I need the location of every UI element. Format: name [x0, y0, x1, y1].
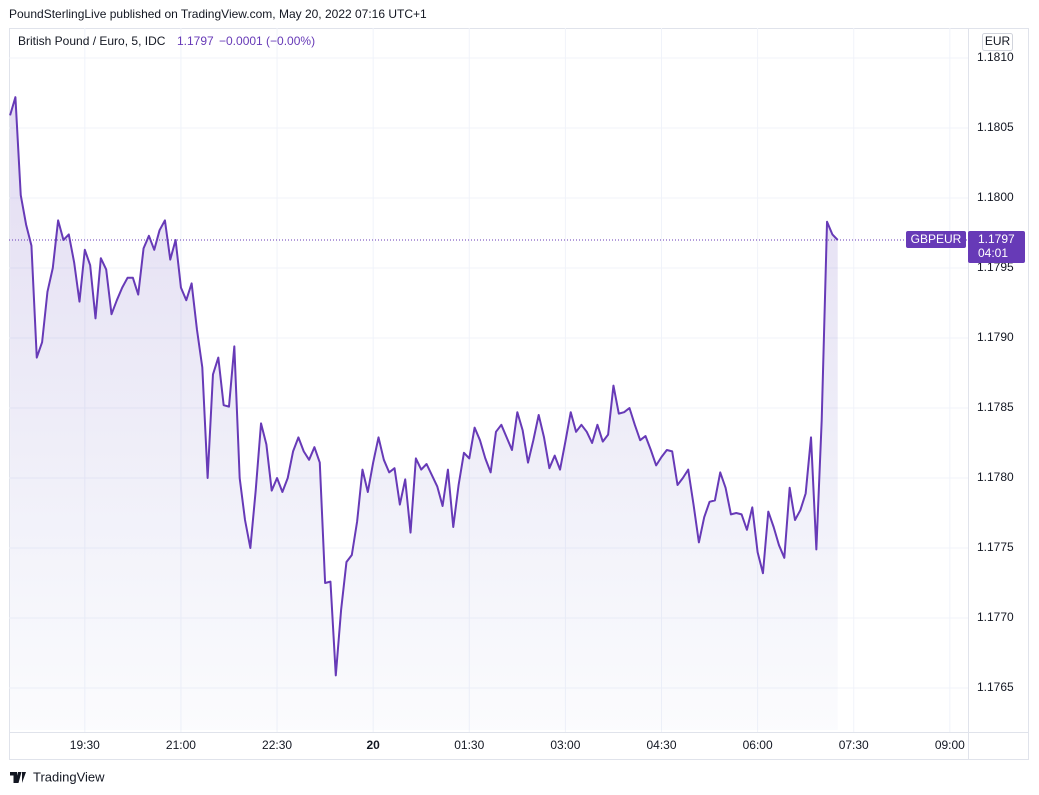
x-tick-label: 19:30: [70, 738, 100, 752]
price-tag-value: 1.1797: [978, 232, 1015, 246]
y-tick-label: 1.1795: [977, 260, 1014, 274]
y-tick-label: 1.1780: [977, 470, 1014, 484]
symbol-tag: GBPEUR: [911, 232, 962, 246]
chart-frame: [9, 28, 1029, 760]
x-tick-label: 20: [366, 738, 380, 752]
header-title: PoundSterlingLive published on TradingVi…: [9, 7, 427, 21]
currency-box[interactable]: [982, 33, 1013, 51]
x-tick-label: 21:00: [166, 738, 196, 752]
footer-brand: TradingView: [33, 769, 105, 784]
price-line: [9, 96, 839, 677]
y-tick-label: 1.1790: [977, 330, 1014, 344]
y-tick-label: 1.1785: [977, 400, 1014, 414]
logo-mark: [10, 772, 26, 783]
legend-price: 1.1797: [177, 34, 214, 48]
y-tick-label: 1.1800: [977, 190, 1014, 204]
axes: 1.1810 1.1805 1.1800 1.1795 1.1790 1.1785 1.17…: [70, 50, 1014, 752]
chart-title: British Pound / Euro, 5, IDC: [18, 34, 166, 48]
x-tick-label: 06:00: [743, 738, 773, 752]
area: [10, 97, 838, 730]
plot: [9, 96, 839, 730]
x-tick-label: 09:00: [935, 738, 965, 752]
legend-change: −0.0001 (−0.00%): [219, 34, 315, 48]
y-tick-label: 1.1765: [977, 680, 1014, 694]
symbol-tag-bg: [906, 231, 966, 248]
currency[interactable]: EUR: [985, 34, 1011, 48]
x-tick-label: 04:30: [646, 738, 676, 752]
y-tick-label: 1.1770: [977, 610, 1014, 624]
y-tick-label: 1.1805: [977, 120, 1014, 134]
y-tick-label: 1.1775: [977, 540, 1014, 554]
x-tick-label: 22:30: [262, 738, 292, 752]
x-tick-label: 03:00: [550, 738, 580, 752]
x-tick-label: 01:30: [454, 738, 484, 752]
price-tag-bg: [968, 231, 1025, 263]
x-tick-label: 07:30: [839, 738, 869, 752]
brand-logo: [10, 772, 26, 783]
y-tick-label: 1.1810: [977, 50, 1014, 64]
price-tag-countdown: 04:01: [978, 246, 1008, 260]
